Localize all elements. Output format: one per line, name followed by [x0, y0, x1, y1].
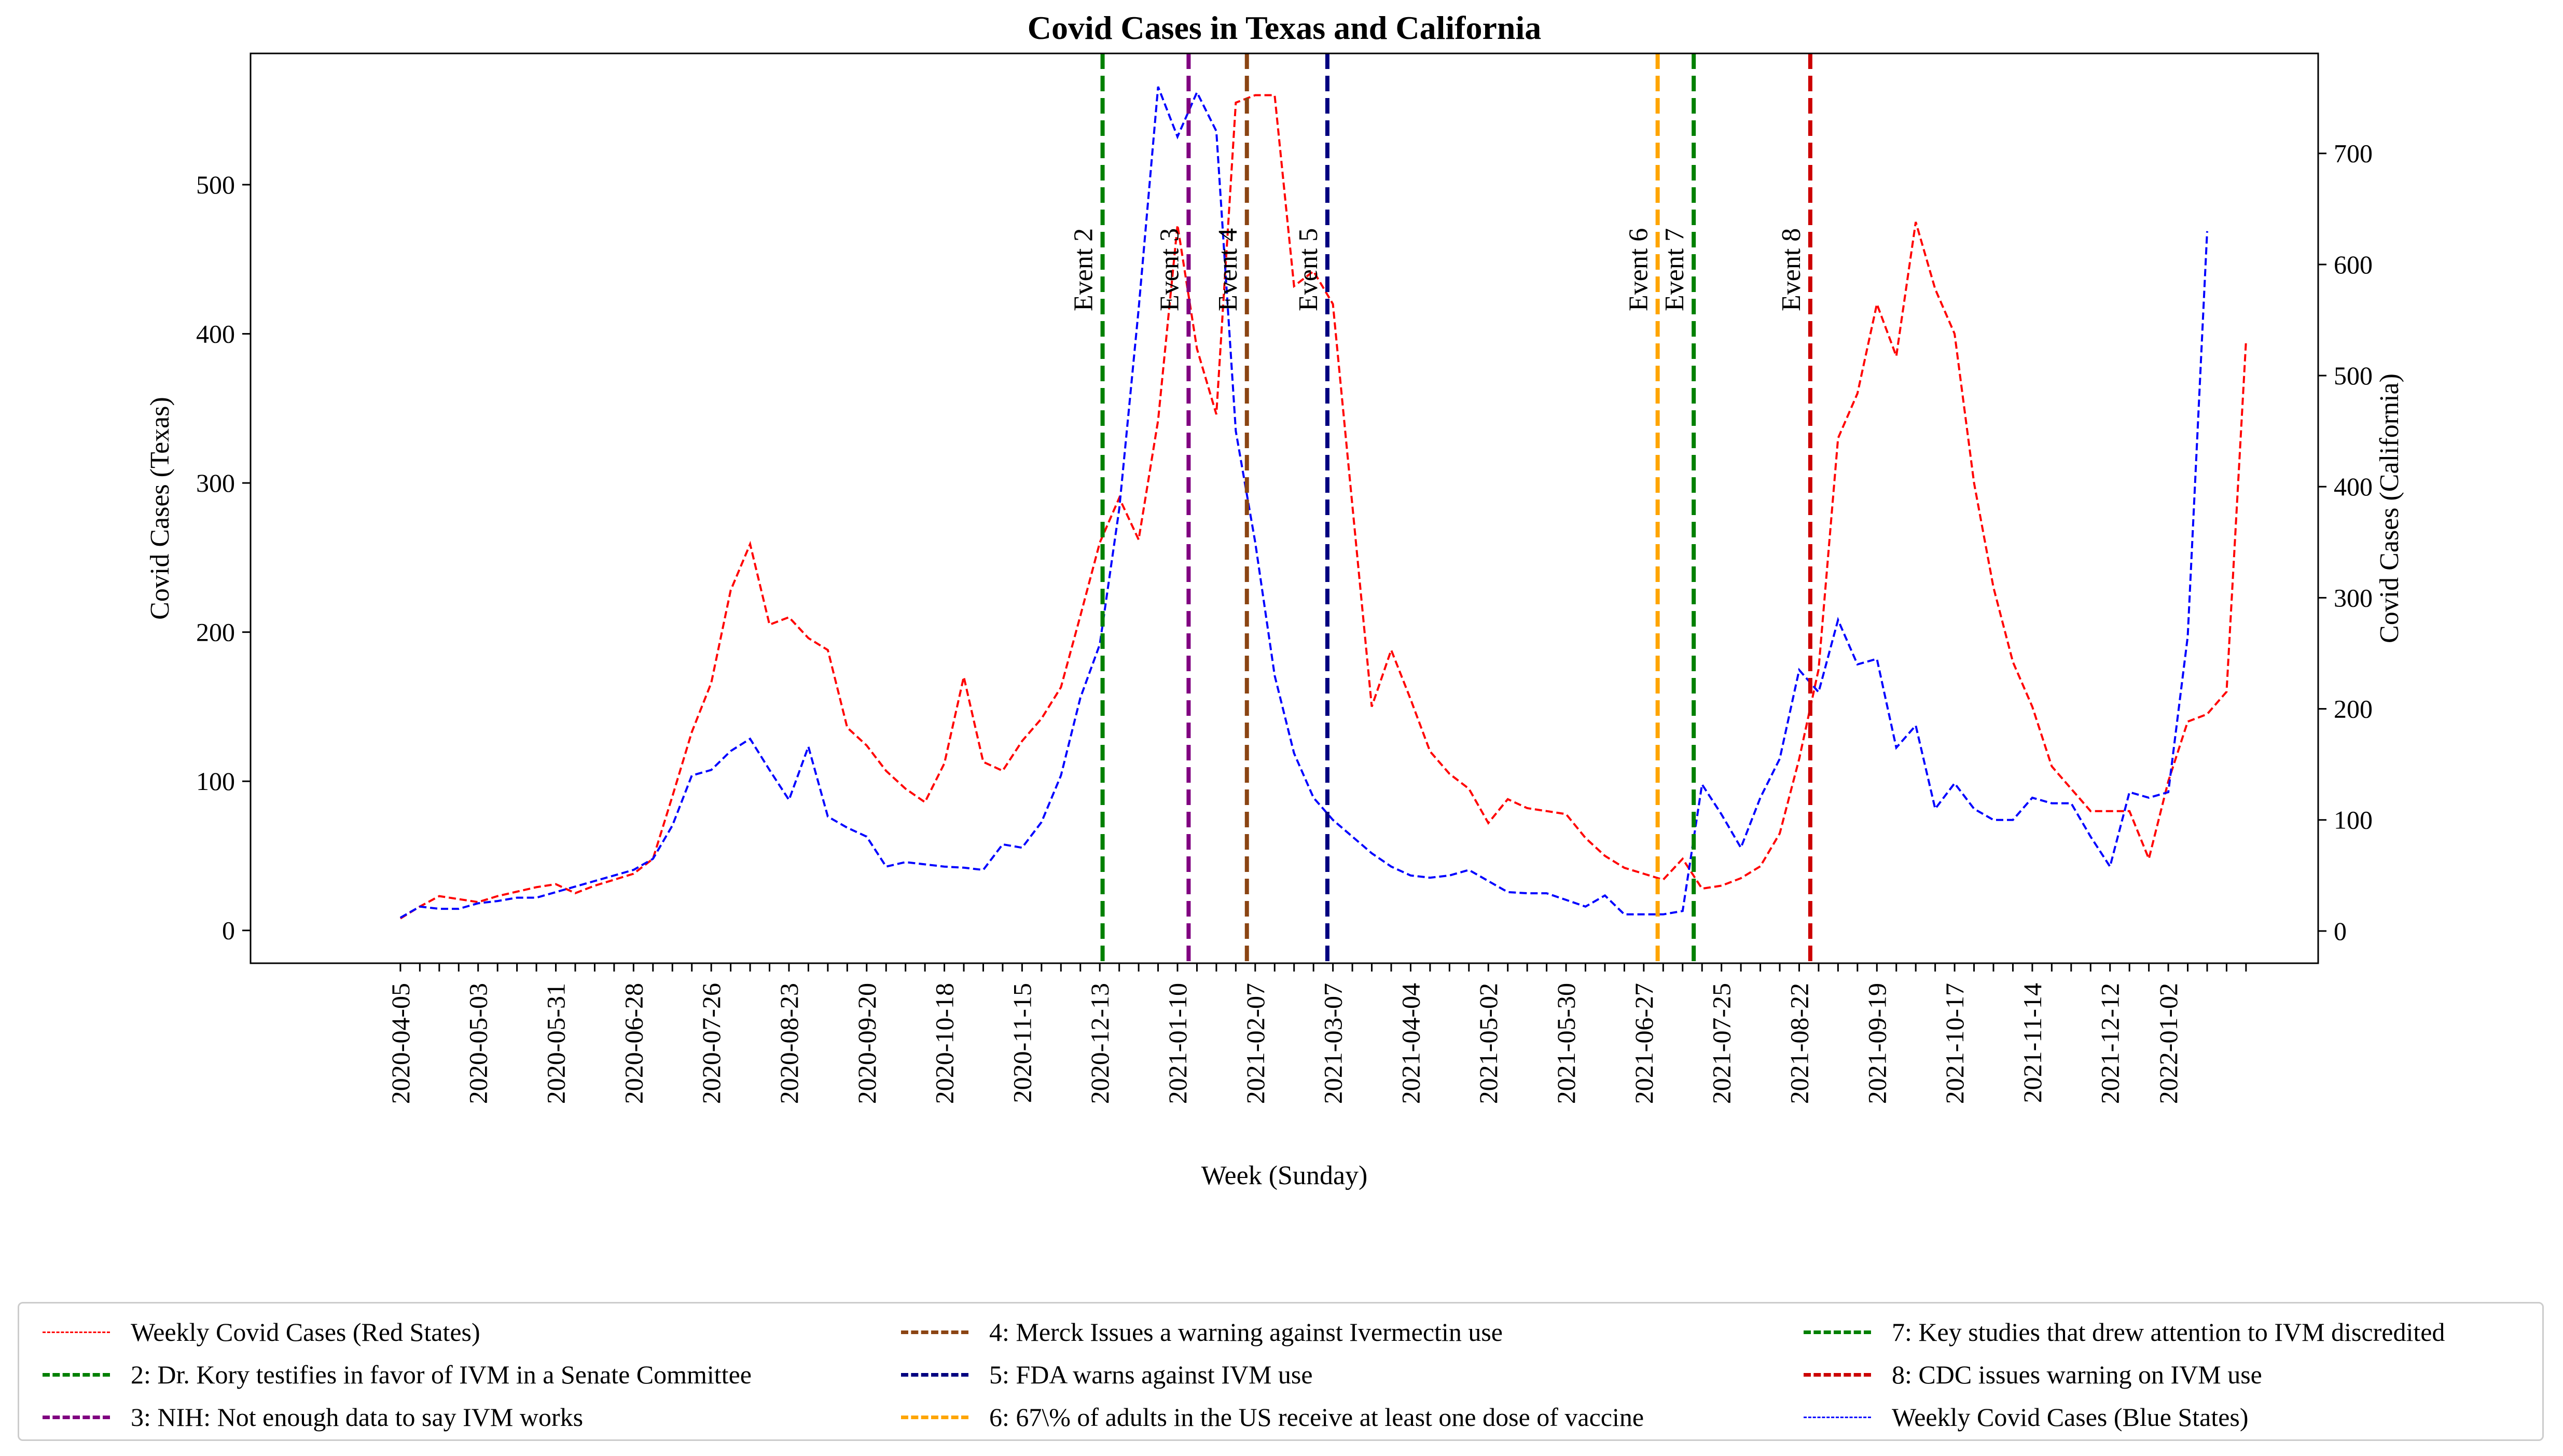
y-left-tick-label: 400	[196, 320, 235, 349]
x-tick-label: 2021-06-27	[1629, 983, 1658, 1104]
legend-swatch-event-8	[1804, 1372, 1871, 1377]
y-left-tick-label: 0	[222, 916, 235, 945]
event-label-7: Event 7	[1660, 228, 1689, 311]
event-label-3: Event 3	[1155, 228, 1184, 311]
x-tick-label: 2020-11-15	[1007, 983, 1036, 1103]
y-left-tick-label: 500	[196, 170, 235, 199]
x-tick-label: 2021-08-22	[1784, 983, 1813, 1104]
x-tick-label: 2020-08-23	[774, 983, 803, 1104]
y-left-tick-label: 300	[196, 468, 235, 497]
x-tick-label: 2021-10-17	[1940, 983, 1969, 1104]
y-right-tick-label: 100	[2334, 806, 2373, 835]
legend-label: Weekly Covid Cases (Red States)	[131, 1318, 480, 1347]
legend-swatch-event-3	[43, 1415, 110, 1419]
legend-label: 7: Key studies that drew attention to IV…	[1892, 1318, 2445, 1347]
y-right-tick-label: 0	[2334, 917, 2347, 946]
x-tick-label: 2021-12-12	[2096, 983, 2125, 1104]
legend-item-red-states: Weekly Covid Cases (Red States)	[43, 1314, 480, 1350]
legend-label: 4: Merck Issues a warning against Iverme…	[989, 1318, 1503, 1347]
plot-frame	[250, 52, 2319, 964]
legend-label: 5: FDA warns against IVM use	[989, 1360, 1313, 1389]
x-tick-label: 2020-09-20	[852, 983, 881, 1104]
x-tick-label: 2021-03-07	[1319, 983, 1348, 1104]
y-right-tick-label: 600	[2334, 250, 2373, 279]
legend-label: 2: Dr. Kory testifies in favor of IVM in…	[131, 1360, 752, 1389]
x-tick-label: 2020-10-18	[930, 983, 959, 1104]
legend-item-event-4: 4: Merck Issues a warning against Iverme…	[901, 1314, 1503, 1350]
legend-label: 8: CDC issues warning on IVM use	[1892, 1360, 2262, 1389]
y-right-tick-label: 400	[2334, 472, 2373, 501]
y-left-tick-label: 100	[196, 767, 235, 796]
x-tick-label: 2021-01-10	[1163, 983, 1192, 1104]
event-label-5: Event 5	[1294, 228, 1323, 311]
y-right-tick-label: 200	[2334, 695, 2373, 724]
x-tick-label: 2021-09-19	[1862, 983, 1891, 1104]
legend-swatch-event-5	[901, 1372, 968, 1377]
x-tick-label: 2020-12-13	[1085, 983, 1114, 1104]
legend: Weekly Covid Cases (Red States) 2: Dr. K…	[18, 1302, 2544, 1441]
legend-swatch-event-2	[43, 1372, 110, 1377]
x-tick-label: 2021-05-30	[1551, 983, 1581, 1104]
legend-swatch-event-6	[901, 1415, 968, 1419]
x-tick-label: 2022-01-02	[2154, 983, 2183, 1104]
x-tick-label: 2021-04-04	[1396, 983, 1425, 1104]
chart-title: Covid Cases in Texas and California	[1028, 9, 1541, 46]
x-tick-label: 2020-05-31	[542, 983, 571, 1104]
legend-label: 3: NIH: Not enough data to say IVM works	[131, 1403, 584, 1432]
legend-item-event-8: 8: CDC issues warning on IVM use	[1804, 1356, 2262, 1393]
y-left-axis-label: Covid Cases (Texas)	[145, 397, 175, 620]
legend-swatch-event-4	[901, 1330, 968, 1334]
x-tick-label: 2021-05-02	[1474, 983, 1503, 1104]
legend-item-blue-states: Weekly Covid Cases (Blue States)	[1804, 1399, 2249, 1435]
x-tick-label: 2020-05-03	[464, 983, 493, 1104]
event-label-6: Event 6	[1624, 228, 1654, 311]
x-tick-label: 2020-07-26	[697, 983, 726, 1104]
y-right-tick-label: 700	[2334, 139, 2373, 168]
legend-item-event-6: 6: 67\% of adults in the US receive at l…	[901, 1399, 1644, 1435]
event-label-4: Event 4	[1213, 228, 1243, 311]
y-right-axis-label: Covid Cases (California)	[2375, 373, 2404, 643]
legend-swatch-red	[43, 1331, 110, 1333]
y-right-tick-label: 300	[2334, 583, 2373, 612]
y-right-tick-label: 500	[2334, 361, 2373, 390]
x-tick-label: 2020-04-05	[386, 983, 415, 1104]
legend-swatch-blue	[1804, 1416, 1871, 1418]
legend-label: 6: 67\% of adults in the US receive at l…	[989, 1403, 1644, 1432]
legend-swatch-event-7	[1804, 1330, 1871, 1334]
chart-svg: Covid Cases in Texas and California Event…	[145, 9, 2404, 1190]
x-tick-label: 2021-07-25	[1707, 983, 1736, 1104]
event-label-2: Event 2	[1069, 228, 1099, 311]
series-line-red-states	[399, 94, 2247, 920]
x-axis-label: Week (Sunday)	[1201, 1161, 1368, 1190]
legend-item-event-3: 3: NIH: Not enough data to say IVM works	[43, 1399, 583, 1435]
legend-item-event-7: 7: Key studies that drew attention to IV…	[1804, 1314, 2445, 1350]
legend-item-event-5: 5: FDA warns against IVM use	[901, 1356, 1313, 1393]
legend-item-event-2: 2: Dr. Kory testifies in favor of IVM in…	[43, 1356, 752, 1393]
x-tick-label: 2021-02-07	[1241, 983, 1270, 1104]
series-line-blue-states	[399, 86, 2208, 919]
legend-label: Weekly Covid Cases (Blue States)	[1892, 1403, 2249, 1432]
x-tick-label: 2021-11-14	[2018, 983, 2047, 1103]
x-tick-label: 2020-06-28	[619, 983, 648, 1104]
event-label-8: Event 8	[1777, 228, 1806, 311]
y-left-tick-label: 200	[196, 618, 235, 647]
